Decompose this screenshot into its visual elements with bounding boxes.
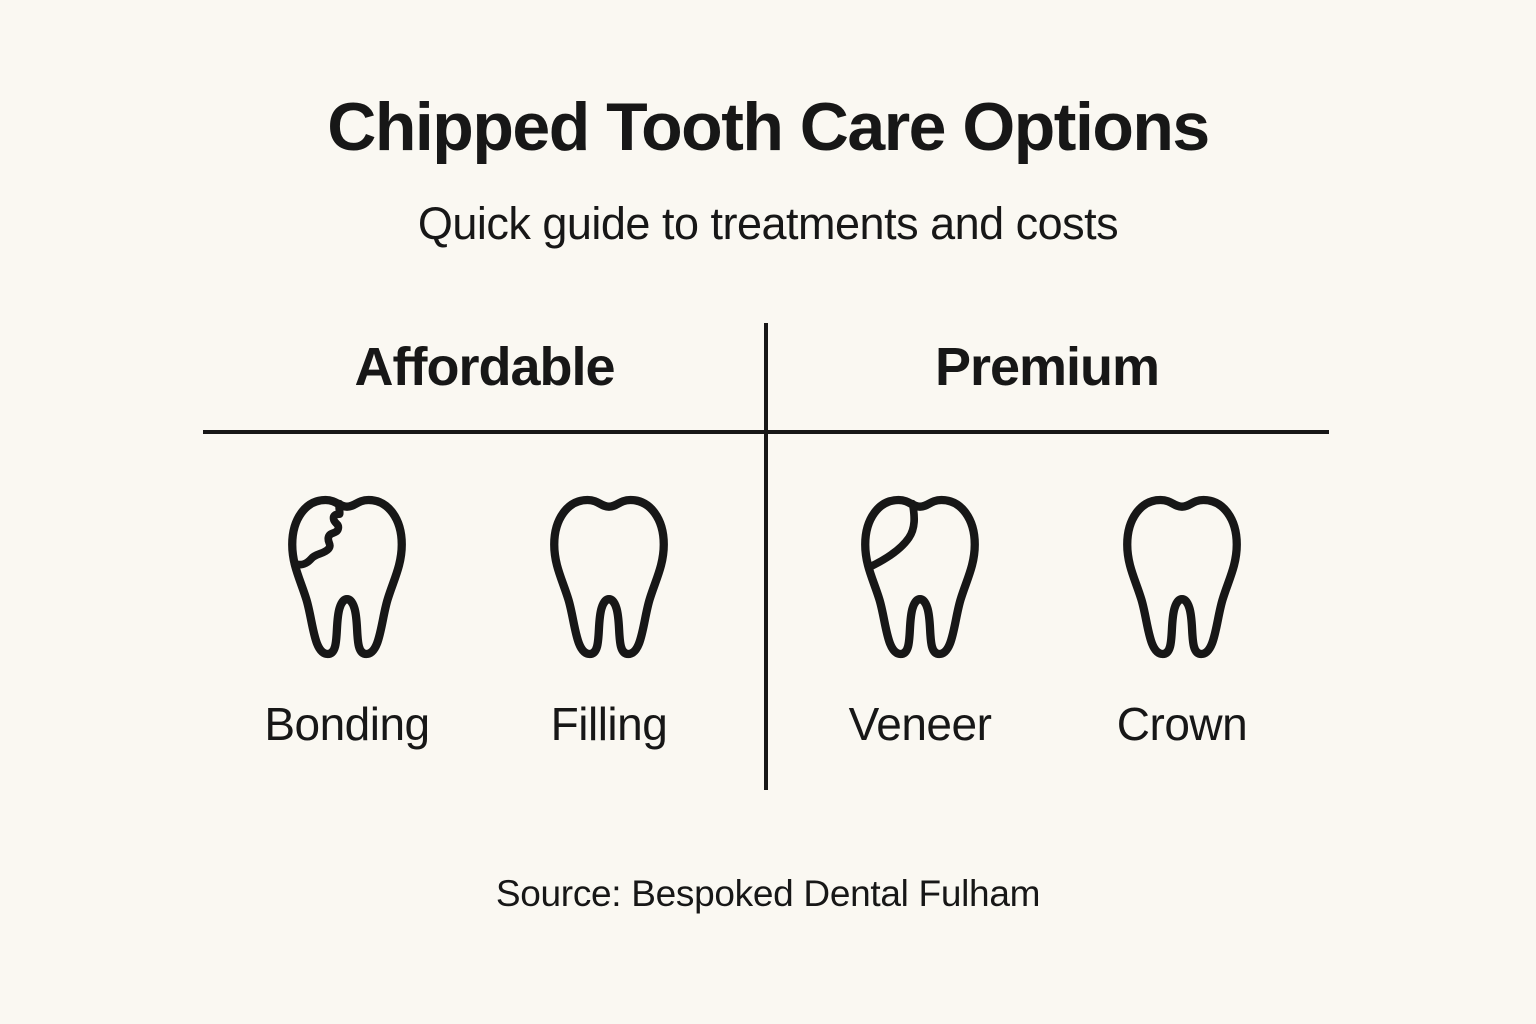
- page-subtitle: Quick guide to treatments and costs: [417, 198, 1119, 249]
- treatment-label-bonding: Bonding: [264, 698, 430, 750]
- column-header-premium: Premium: [934, 337, 1160, 397]
- tooth-icon: [1123, 495, 1241, 659]
- table-vertical-divider: [764, 323, 768, 790]
- column-header-affordable: Affordable: [354, 337, 616, 397]
- treatment-label-crown: Crown: [1116, 698, 1248, 750]
- treatment-cell-veneer: Veneer: [800, 488, 1040, 751]
- treatment-cell-crown: Crown: [1062, 488, 1302, 751]
- page-title: Chipped Tooth Care Options: [327, 89, 1210, 165]
- treatment-label-filling: Filling: [550, 698, 668, 750]
- source-attribution: Source: Bespoked Dental Fulham: [495, 873, 1041, 914]
- tooth-chipped-icon: [288, 495, 406, 659]
- treatment-label-veneer: Veneer: [848, 698, 992, 750]
- treatment-cell-bonding: Bonding: [227, 488, 467, 751]
- tooth-icon: [550, 495, 668, 659]
- tooth-veneer-icon: [861, 495, 979, 659]
- treatment-cell-filling: Filling: [489, 488, 729, 751]
